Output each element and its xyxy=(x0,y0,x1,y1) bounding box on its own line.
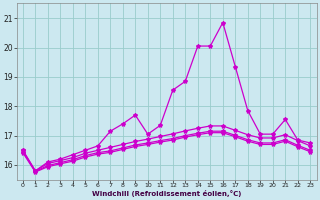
X-axis label: Windchill (Refroidissement éolien,°C): Windchill (Refroidissement éolien,°C) xyxy=(92,190,241,197)
